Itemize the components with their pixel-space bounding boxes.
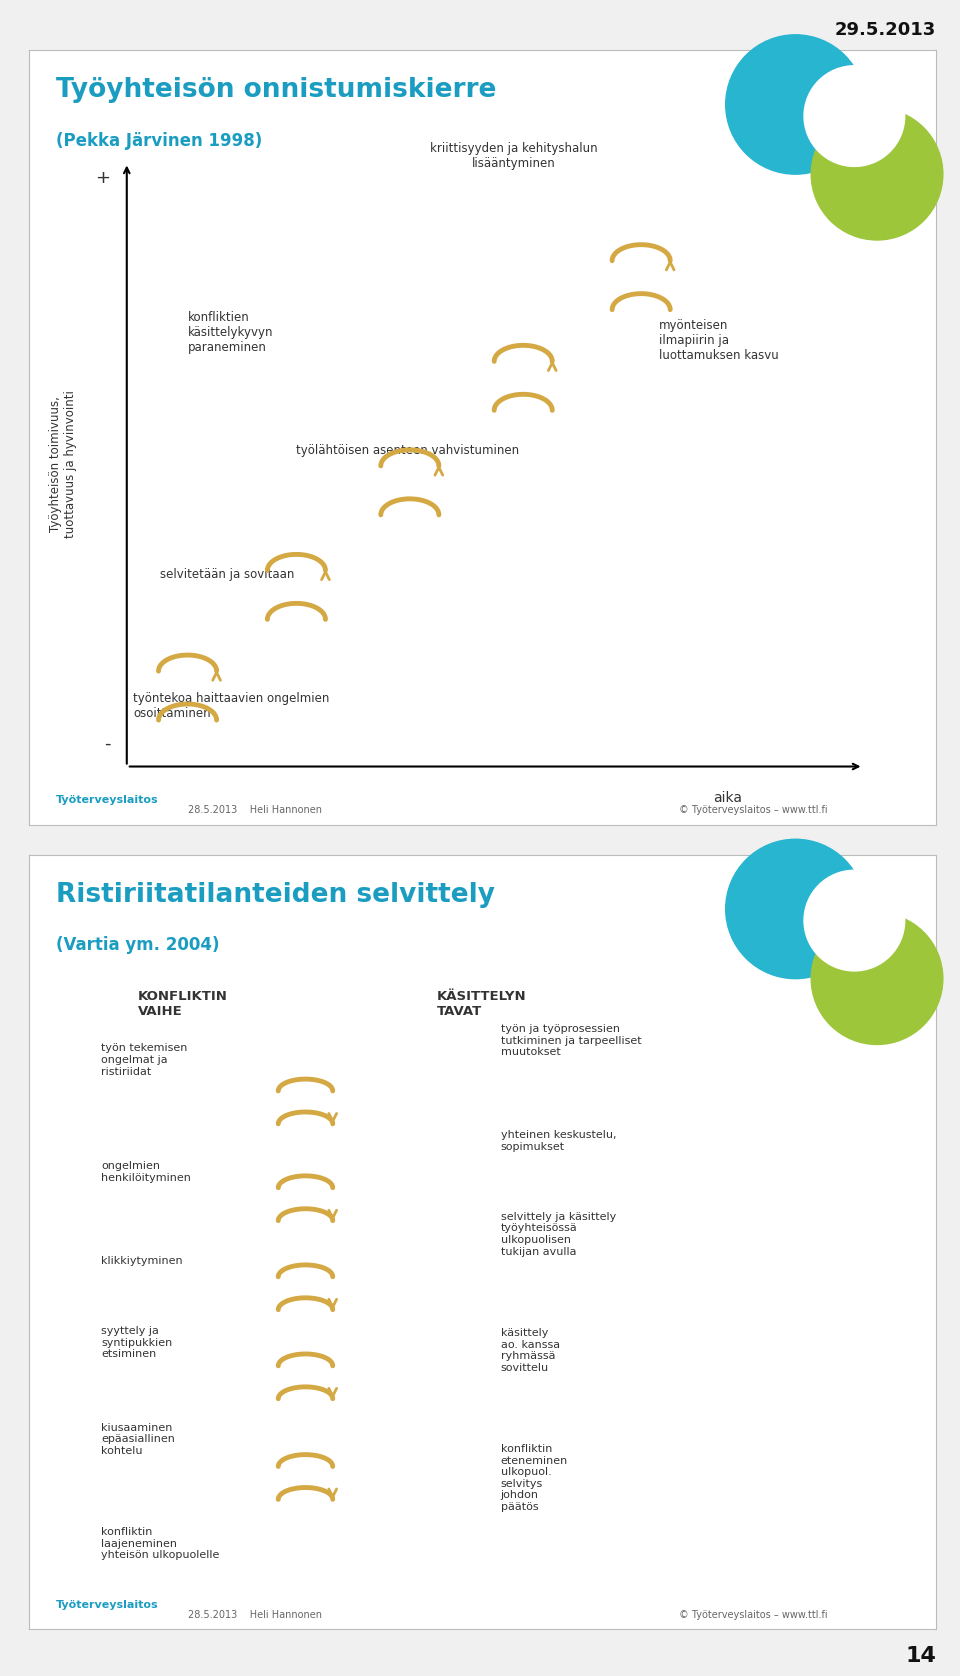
Text: Ristiriitatilanteiden selvittely: Ristiriitatilanteiden selvittely [56,882,495,908]
Text: työlähtöisen asenteen vahvistuminen: työlähtöisen asenteen vahvistuminen [297,444,519,458]
Text: 28.5.2013    Heli Hannonen: 28.5.2013 Heli Hannonen [187,804,322,815]
Text: KONFLIKTIN
VAIHE: KONFLIKTIN VAIHE [137,991,228,1019]
Text: 14: 14 [905,1646,936,1666]
Text: (Pekka Järvinen 1998): (Pekka Järvinen 1998) [56,132,262,149]
Text: yhteinen keskustelu,
sopimukset: yhteinen keskustelu, sopimukset [500,1130,616,1151]
Text: syyttely ja
syntipukkien
etsiminen: syyttely ja syntipukkien etsiminen [102,1326,173,1359]
Text: myönteisen
ilmapiirin ja
luottamuksen kasvu: myönteisen ilmapiirin ja luottamuksen ka… [660,318,780,362]
Text: KÄSITTELYN
TAVAT: KÄSITTELYN TAVAT [437,991,527,1019]
Text: aika: aika [713,791,742,804]
Ellipse shape [726,840,865,979]
Text: selvittely ja käsittely
työyhteisössä
ulkopuolisen
tukijan avulla: selvittely ja käsittely työyhteisössä ul… [500,1212,615,1257]
Text: (Vartia ym. 2004): (Vartia ym. 2004) [56,937,220,954]
Text: konfliktin
eteneminen
ulkopuol.
selvitys
johdon
päätös: konfliktin eteneminen ulkopuol. selvitys… [500,1445,567,1512]
Text: työn tekemisen
ongelmat ja
ristiriidat: työn tekemisen ongelmat ja ristiriidat [102,1044,188,1076]
Text: kriittisyyden ja kehityshalun
lisääntyminen: kriittisyyden ja kehityshalun lisääntymi… [430,142,598,171]
Text: konfliktin
laajeneminen
yhteisön ulkopuolelle: konfliktin laajeneminen yhteisön ulkopuo… [102,1527,220,1560]
Ellipse shape [804,65,904,166]
Text: Työyhteisön toimivuus,
tuottavuus ja hyvinvointi: Työyhteisön toimivuus, tuottavuus ja hyv… [49,391,77,538]
Text: © Työterveyslaitos – www.ttl.fi: © Työterveyslaitos – www.ttl.fi [679,804,828,815]
Text: 29.5.2013: 29.5.2013 [835,20,936,39]
Ellipse shape [811,913,943,1044]
Text: työntekoa haittaavien ongelmien
osoittaminen: työntekoa haittaavien ongelmien osoittam… [133,692,329,721]
Text: työn ja työprosessien
tutkiminen ja tarpeelliset
muutokset: työn ja työprosessien tutkiminen ja tarp… [500,1024,641,1058]
Text: -: - [104,734,110,753]
Text: ongelmien
henkilöityminen: ongelmien henkilöityminen [102,1161,191,1183]
Text: klikkiytyminen: klikkiytyminen [102,1257,183,1267]
Ellipse shape [726,35,865,174]
Text: selvitetään ja sovitaan: selvitetään ja sovitaan [160,568,295,580]
Text: +: + [95,169,110,188]
Text: käsittely
ao. kanssa
ryhmässä
sovittelu: käsittely ao. kanssa ryhmässä sovittelu [500,1327,560,1373]
Text: Työterveyslaitos: Työterveyslaitos [56,1599,158,1609]
Text: © Työterveyslaitos – www.ttl.fi: © Työterveyslaitos – www.ttl.fi [679,1609,828,1619]
Ellipse shape [804,870,904,970]
Text: Työyhteisön onnistumiskierre: Työyhteisön onnistumiskierre [56,77,496,104]
Text: Työterveyslaitos: Työterveyslaitos [56,794,158,804]
Ellipse shape [811,109,943,240]
Text: kiusaaminen
epäasiallinen
kohtelu: kiusaaminen epäasiallinen kohtelu [102,1423,176,1456]
Text: 28.5.2013    Heli Hannonen: 28.5.2013 Heli Hannonen [187,1609,322,1619]
Text: konfliktien
käsittelykyvyn
paraneminen: konfliktien käsittelykyvyn paraneminen [187,312,273,354]
